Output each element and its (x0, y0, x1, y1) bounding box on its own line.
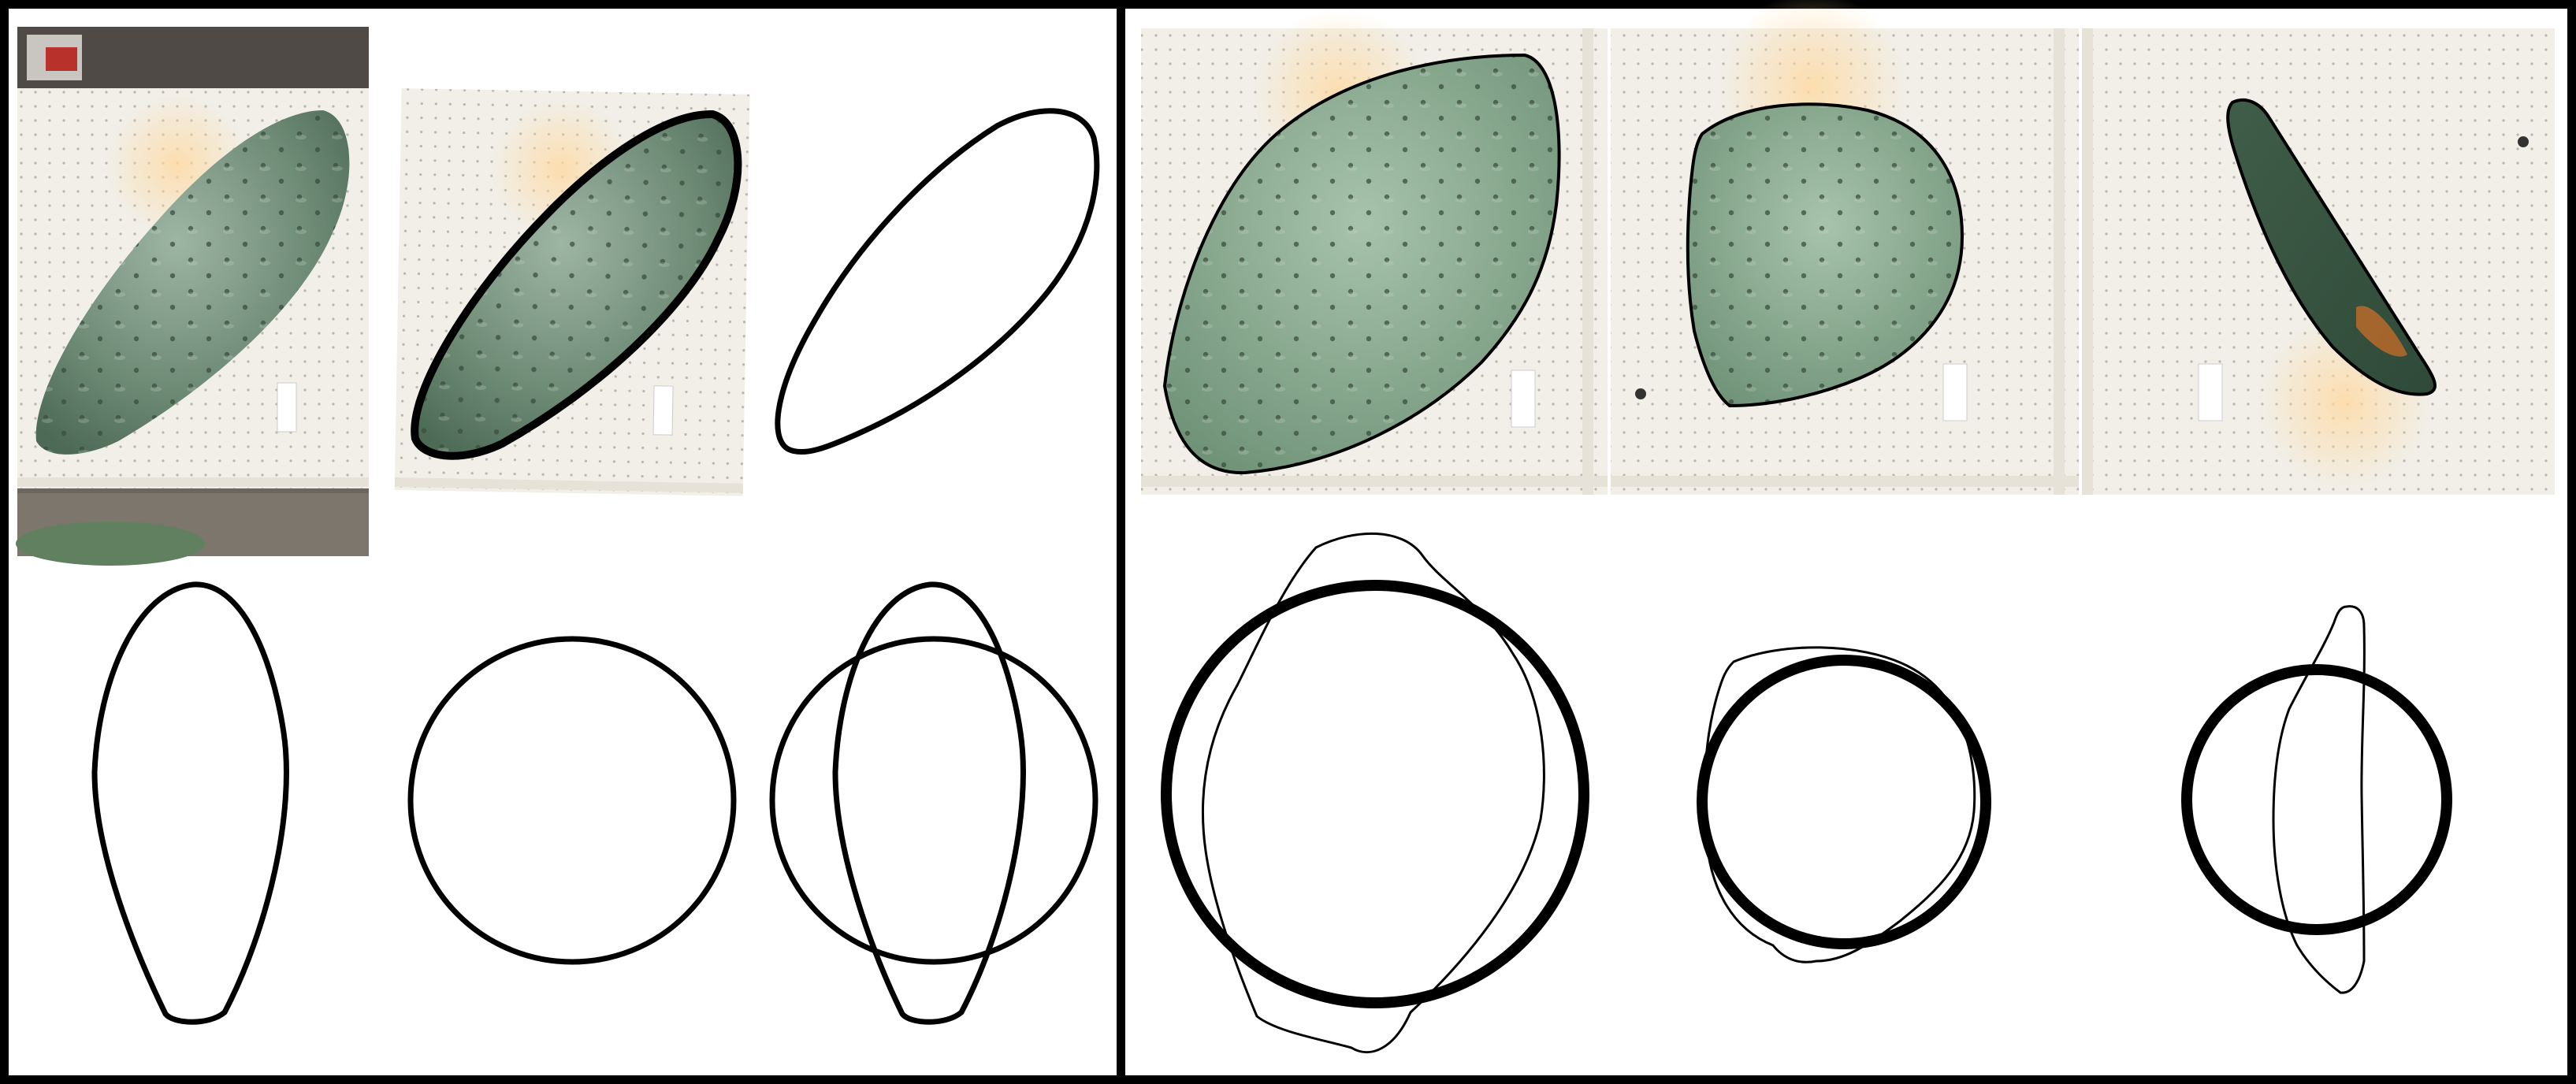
left-photo-original (16, 27, 369, 566)
left-photo-outlined (394, 88, 750, 496)
ruler-bottom (1611, 476, 2079, 487)
right-photo-round-pad (1611, 0, 2079, 495)
ruler-bottom (17, 477, 369, 487)
pad-spines (35, 110, 350, 455)
right-photo-broad-pad (1141, 8, 1608, 495)
pad-stain (2356, 306, 2407, 357)
specimen-label (277, 382, 297, 432)
right-photo-slender-pad (2082, 28, 2555, 495)
pad-spines (1687, 104, 1962, 406)
right-panel (1125, 0, 2567, 1075)
overlay-round (1697, 646, 1991, 963)
overlay-circle (2181, 664, 2452, 935)
panel-divider (1117, 0, 1125, 1084)
elongated-outline (91, 581, 289, 1025)
pad-outline-overlay (1686, 102, 1965, 408)
ruler-right (2054, 28, 2065, 495)
overlay-circle (1161, 580, 1589, 1008)
stray-debris (1635, 388, 1646, 399)
outline-circle-overlay (769, 581, 1098, 1025)
pad-outline-overlay (1162, 53, 1561, 475)
photo-red-mark (46, 47, 77, 71)
specimen-label (1942, 363, 1968, 421)
extracted-outline (775, 108, 1100, 455)
overlay-broad (1161, 532, 1589, 1054)
specimen-label (652, 385, 674, 436)
pad-outline-overlay (411, 110, 742, 460)
specimen-label (2198, 363, 2223, 421)
ruler-left (2082, 28, 2093, 495)
bottom-pad-fragment (16, 522, 205, 566)
left-panel (9, 9, 1117, 1075)
overlay-outline (2272, 605, 2366, 994)
pad-spines (414, 114, 738, 456)
reference-circle (407, 636, 737, 965)
overlay-outline (832, 581, 1026, 1025)
ruler-bottom (1141, 476, 1608, 487)
ruler-bottom (394, 477, 743, 493)
overlay-circle (1697, 655, 1991, 949)
specimen-label (1511, 369, 1536, 428)
ruler-right (1582, 28, 1593, 495)
stray-debris (2518, 136, 2529, 147)
pad-outline-overlay (2226, 98, 2437, 396)
pad-spines (1165, 55, 1559, 473)
overlay-circle (769, 636, 1098, 965)
overlay-slender (2181, 605, 2452, 994)
